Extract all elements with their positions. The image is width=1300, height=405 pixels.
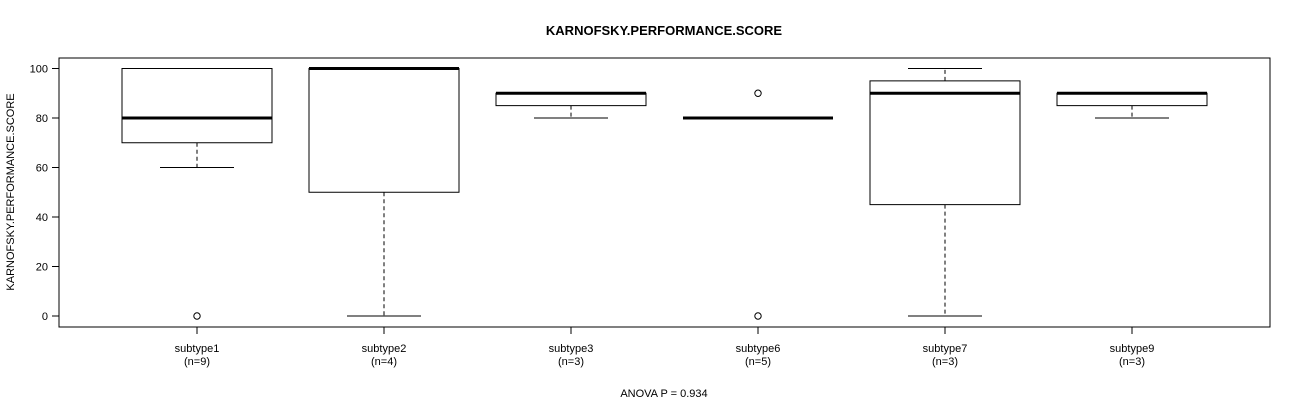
outlier-point xyxy=(754,89,762,97)
box-subtype2: subtype2(n=4) xyxy=(308,67,460,368)
box-subtype3: subtype3(n=3) xyxy=(495,91,647,368)
iqr-box xyxy=(495,92,647,107)
box-subtype7: subtype7(n=3) xyxy=(869,68,1021,368)
iqr-box xyxy=(121,68,273,144)
box-subtype1: subtype1(n=9) xyxy=(121,68,273,368)
x-tick-n-label: (n=9) xyxy=(184,356,210,368)
outlier-point xyxy=(754,312,762,320)
x-tick-label: subtype9 xyxy=(1110,343,1155,355)
y-tick-label: 40 xyxy=(36,212,48,224)
chart-title: KARNOFSKY.PERFORMANCE.SCORE xyxy=(546,23,783,38)
box-subtype6: subtype6(n=5) xyxy=(683,89,833,368)
x-tick-label: subtype3 xyxy=(549,343,594,355)
x-tick-label: subtype6 xyxy=(736,343,781,355)
iqr-box xyxy=(1056,92,1208,107)
x-tick-n-label: (n=3) xyxy=(558,356,584,368)
x-tick-n-label: (n=3) xyxy=(932,356,958,368)
y-tick-label: 100 xyxy=(30,64,48,76)
x-tick-label: subtype7 xyxy=(923,343,968,355)
iqr-box xyxy=(308,68,460,193)
x-tick-n-label: (n=4) xyxy=(371,356,397,368)
iqr-box xyxy=(869,80,1021,206)
x-tick-label: subtype2 xyxy=(362,343,407,355)
y-tick-label: 80 xyxy=(36,113,48,125)
x-axis-label: ANOVA P = 0.934 xyxy=(620,388,707,400)
outlier-point xyxy=(193,312,201,320)
x-tick-n-label: (n=5) xyxy=(745,356,771,368)
box-subtype9: subtype9(n=3) xyxy=(1056,91,1208,368)
y-tick-label: 20 xyxy=(36,262,48,274)
y-axis-label: KARNOFSKY.PERFORMANCE.SCORE xyxy=(5,93,17,290)
x-tick-label: subtype1 xyxy=(175,343,220,355)
y-tick-label: 60 xyxy=(36,163,48,175)
x-tick-n-label: (n=3) xyxy=(1119,356,1145,368)
y-tick-label: 0 xyxy=(42,311,48,323)
